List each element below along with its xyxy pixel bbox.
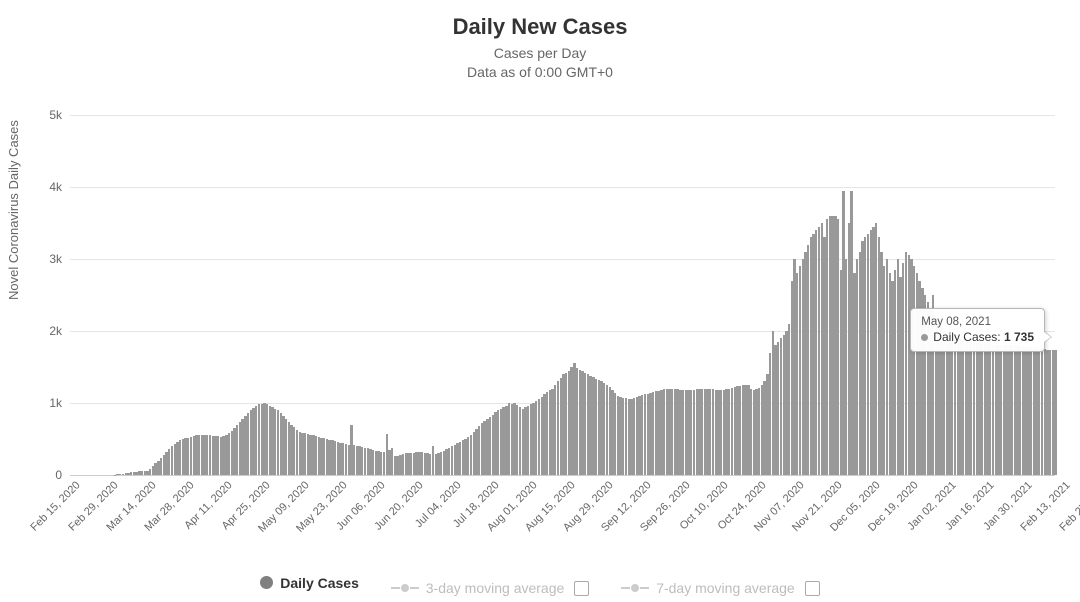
subtitle-line-1: Cases per Day <box>494 45 587 61</box>
subtitle-line-2: Data as of 0:00 GMT+0 <box>467 64 613 80</box>
chart-container: Daily New Cases Cases per Day Data as of… <box>0 0 1080 602</box>
checkbox-icon[interactable] <box>805 581 820 596</box>
y-tick-label: 0 <box>55 468 62 482</box>
tooltip-date: May 08, 2021 <box>921 316 1034 328</box>
line-marker-icon <box>621 584 649 592</box>
y-tick-label: 4k <box>49 180 62 194</box>
legend-item-3day-avg[interactable]: 3-day moving average <box>391 580 590 596</box>
tooltip: May 08, 2021 Daily Cases: 1 735 <box>910 308 1045 352</box>
legend-label: Daily Cases <box>280 575 359 591</box>
y-tick-label: 1k <box>49 396 62 410</box>
legend-label: 3-day moving average <box>426 580 565 596</box>
bars-group <box>70 115 1055 475</box>
y-tick-label: 2k <box>49 324 62 338</box>
y-tick-label: 3k <box>49 252 62 266</box>
tooltip-callout-icon <box>1044 331 1052 343</box>
checkbox-icon[interactable] <box>574 581 589 596</box>
legend-item-daily-cases[interactable]: Daily Cases <box>260 575 359 591</box>
dot-icon <box>921 334 928 341</box>
y-tick-label: 5k <box>49 108 62 122</box>
bar[interactable] <box>1054 350 1056 475</box>
chart-titles: Daily New Cases Cases per Day Data as of… <box>0 0 1080 82</box>
chart-subtitle: Cases per Day Data as of 0:00 GMT+0 <box>0 44 1080 82</box>
legend: Daily Cases 3-day moving average 7-day m… <box>0 575 1080 597</box>
tooltip-value: 1 735 <box>1004 330 1034 344</box>
y-axis-label: Novel Coronavirus Daily Cases <box>6 120 21 300</box>
plot-area[interactable]: 01k2k3k4k5kFeb 15, 2020Feb 29, 2020Mar 1… <box>70 115 1055 475</box>
chart-title: Daily New Cases <box>0 14 1080 40</box>
legend-label: 7-day moving average <box>656 580 795 596</box>
tooltip-series-label: Daily Cases: <box>933 330 1004 344</box>
line-marker-icon <box>391 584 419 592</box>
legend-item-7day-avg[interactable]: 7-day moving average <box>621 580 820 596</box>
circle-icon <box>260 576 273 589</box>
tooltip-row: Daily Cases: 1 735 <box>921 330 1034 344</box>
